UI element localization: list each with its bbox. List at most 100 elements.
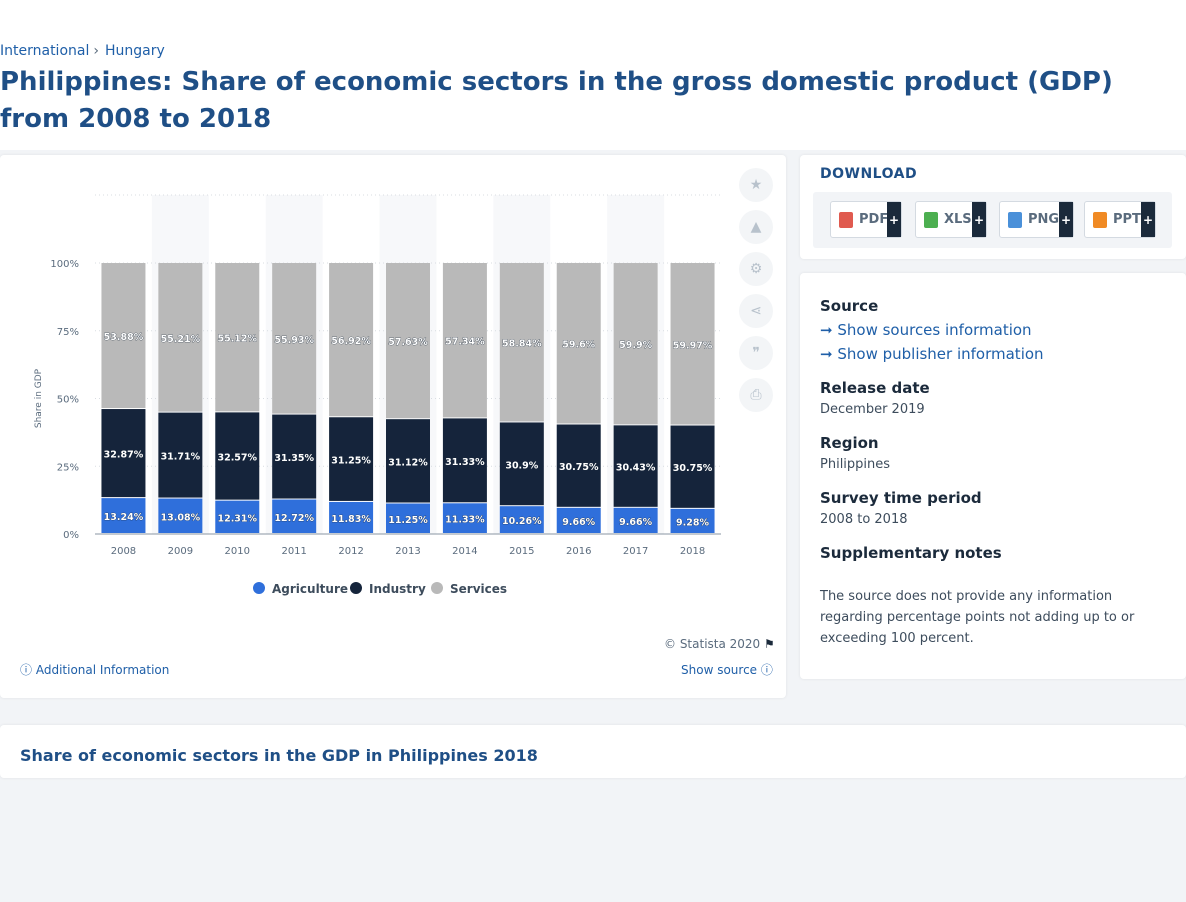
data-label: 59.97% xyxy=(673,340,713,351)
bar-services xyxy=(556,262,601,424)
show-publisher-link[interactable]: ➞ Show publisher information xyxy=(820,345,1044,363)
download-xls-button[interactable]: XLS + xyxy=(915,201,987,238)
data-label: 9.66% xyxy=(619,517,652,528)
data-label: 31.12% xyxy=(388,457,428,468)
gear-icon[interactable]: ⚙ xyxy=(739,252,773,286)
supplementary-notes-label: Supplementary notes xyxy=(820,544,1002,562)
download-png-label: PNG xyxy=(1028,212,1060,227)
related-statistic-card: Share of economic sectors in the GDP in … xyxy=(0,725,1186,778)
arrow-right-icon: ➞ xyxy=(820,321,833,339)
bar-agriculture xyxy=(556,507,601,533)
data-label: 59.6% xyxy=(562,340,595,351)
breadcrumb-separator: › xyxy=(93,43,99,59)
flag-icon[interactable]: ⚑ xyxy=(764,637,775,651)
legend-marker xyxy=(253,582,265,594)
plus-icon[interactable]: + xyxy=(1059,202,1073,237)
download-ppt-button[interactable]: PPT + xyxy=(1084,201,1156,238)
download-png-button[interactable]: PNG + xyxy=(999,201,1074,238)
bar-services xyxy=(101,263,146,409)
bar-industry xyxy=(556,424,601,507)
related-statistic-title[interactable]: Share of economic sectors in the GDP in … xyxy=(20,746,538,765)
info-icon: ⓘ xyxy=(760,663,773,677)
data-label: 57.34% xyxy=(445,337,485,348)
show-sources-link[interactable]: ➞ Show sources information xyxy=(820,321,1032,339)
data-label: 13.24% xyxy=(104,512,144,523)
data-label: 9.28% xyxy=(676,517,709,528)
x-tick-label: 2012 xyxy=(338,546,363,557)
bar-agriculture xyxy=(215,500,260,533)
x-tick-label: 2015 xyxy=(509,546,534,557)
page-title: Philippines: Share of economic sectors i… xyxy=(0,67,1113,134)
show-sources-label: Show sources information xyxy=(837,321,1032,339)
bar-industry xyxy=(158,412,203,498)
data-label: 55.21% xyxy=(161,334,201,345)
region-value: Philippines xyxy=(820,457,891,472)
quote-icon[interactable]: ❞ xyxy=(739,336,773,370)
top-band xyxy=(0,0,1186,150)
bar-services xyxy=(158,263,203,412)
bar-industry xyxy=(613,425,658,507)
data-label: 57.63% xyxy=(388,337,428,348)
png-file-icon xyxy=(1008,211,1022,228)
y-tick-label: 100% xyxy=(50,259,79,270)
chart-toolbar: ★ ▲ ⚙ ⋖ ❞ ⎙ xyxy=(739,168,773,420)
bar-services xyxy=(499,263,544,422)
download-row: PDF + XLS + PNG + PPT + xyxy=(813,192,1172,248)
show-source-link[interactable]: Show source ⓘ xyxy=(681,661,773,678)
bar-industry xyxy=(272,414,317,499)
download-pdf-button[interactable]: PDF + xyxy=(830,201,902,238)
star-icon[interactable]: ★ xyxy=(739,168,773,202)
download-xls-label: XLS xyxy=(944,212,972,227)
data-label: 30.75% xyxy=(559,462,599,473)
release-date-value: December 2019 xyxy=(820,402,925,417)
share-icon[interactable]: ⋖ xyxy=(739,294,773,328)
data-label: 31.35% xyxy=(274,453,314,464)
plus-icon[interactable]: + xyxy=(1141,202,1155,237)
download-title: DOWNLOAD xyxy=(820,166,918,182)
plus-icon[interactable]: + xyxy=(972,202,986,237)
bar-agriculture xyxy=(499,506,544,533)
bar-services xyxy=(329,263,374,417)
ppt-file-icon xyxy=(1093,211,1107,228)
legend-label: Agriculture xyxy=(272,582,348,596)
data-label: 55.93% xyxy=(274,335,314,346)
bar-services xyxy=(272,263,317,414)
bar-industry xyxy=(670,425,715,508)
data-label: 13.08% xyxy=(161,512,201,523)
breadcrumb-hungary[interactable]: Hungary xyxy=(104,43,165,59)
arrow-right-icon: ➞ xyxy=(820,345,833,363)
legend-marker xyxy=(431,582,443,594)
data-label: 30.43% xyxy=(616,463,656,474)
release-date-label: Release date xyxy=(820,379,930,397)
y-tick-label: 0% xyxy=(63,530,79,541)
bar-industry xyxy=(499,422,544,506)
data-label: 11.83% xyxy=(331,514,371,525)
data-label: 31.71% xyxy=(161,452,201,463)
data-label: 31.33% xyxy=(445,457,485,468)
breadcrumb-international[interactable]: International xyxy=(0,43,90,59)
data-label: 9.66% xyxy=(562,517,595,528)
source-label: Source xyxy=(820,297,879,315)
print-icon[interactable]: ⎙ xyxy=(739,378,773,412)
bell-icon[interactable]: ▲ xyxy=(739,210,773,244)
survey-period-value: 2008 to 2018 xyxy=(820,512,908,527)
x-tick-label: 2017 xyxy=(623,546,648,557)
supplementary-notes-text: The source does not provide any informat… xyxy=(820,589,1135,646)
region-label: Region xyxy=(820,434,879,452)
bar-agriculture xyxy=(329,501,374,533)
bar-agriculture xyxy=(101,498,146,533)
bar-agriculture xyxy=(272,499,317,533)
bar-agriculture xyxy=(670,508,715,533)
copyright-text: © Statista 2020 xyxy=(664,637,761,651)
plus-icon[interactable]: + xyxy=(887,202,901,237)
additional-information-link[interactable]: ⓘ Additional Information xyxy=(20,661,169,678)
bar-services xyxy=(386,263,430,419)
x-tick-label: 2013 xyxy=(395,546,420,557)
data-label: 31.25% xyxy=(331,456,371,467)
download-ppt-label: PPT xyxy=(1113,212,1141,227)
data-label: 56.92% xyxy=(331,336,371,347)
data-label: 30.75% xyxy=(673,463,713,474)
bar-agriculture xyxy=(158,498,203,533)
bar-industry xyxy=(442,418,487,503)
data-label: 10.26% xyxy=(502,516,542,527)
